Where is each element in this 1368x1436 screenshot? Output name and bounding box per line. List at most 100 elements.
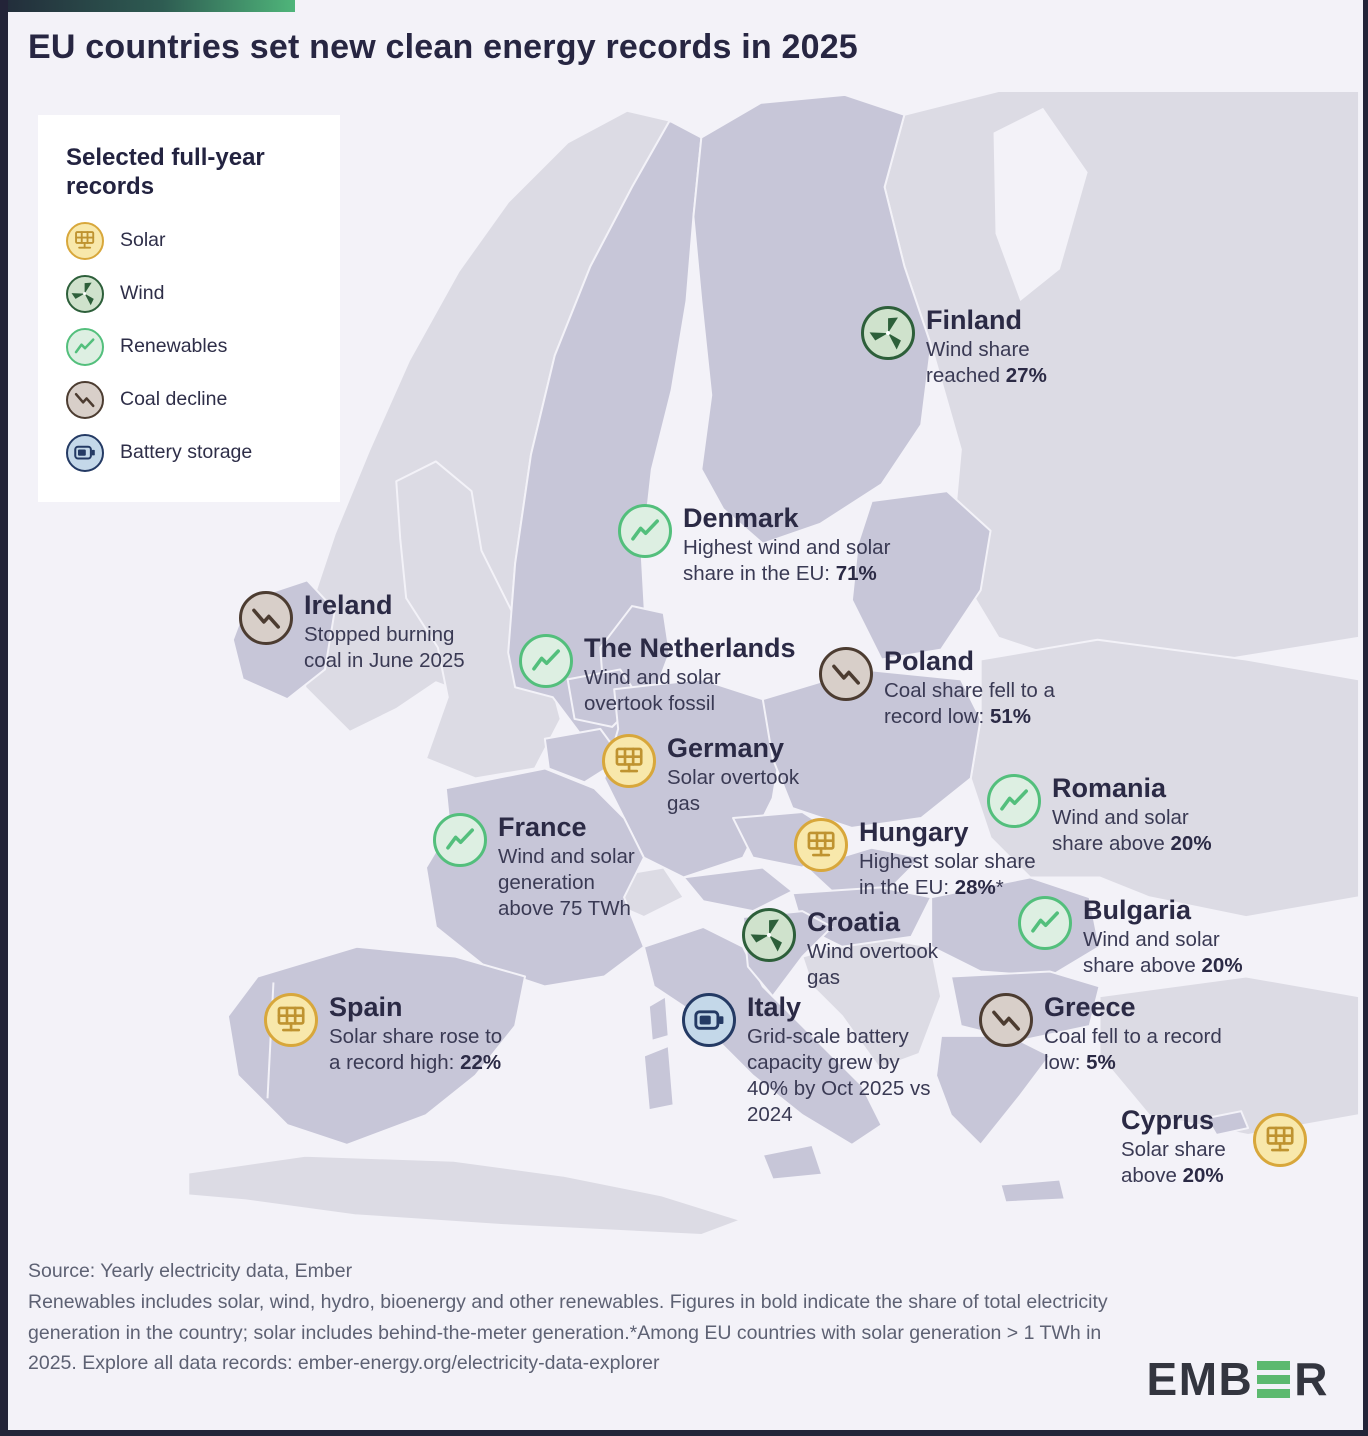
solar-icon bbox=[794, 818, 848, 872]
country-name: Denmark bbox=[683, 503, 799, 533]
solar-icon bbox=[1253, 1113, 1307, 1167]
country-annotation-netherlands: The Netherlands Wind and solar overtook … bbox=[519, 633, 796, 717]
europe-map bbox=[187, 89, 1361, 1237]
country-record-text: Grid-scale battery capacity grew by 40% … bbox=[747, 1025, 931, 1127]
legend-item-label: Wind bbox=[120, 282, 165, 305]
legend-items: Solar Wind Renewables Coal decline Batte… bbox=[66, 221, 318, 472]
country-annotation-croatia: Croatia Wind overtook gas bbox=[742, 907, 955, 991]
renewables-icon bbox=[519, 634, 573, 688]
map-region-corsica bbox=[647, 995, 670, 1042]
country-name: Hungary bbox=[859, 817, 969, 847]
renewables-icon bbox=[66, 327, 104, 366]
legend-title: Selected full-year records bbox=[66, 144, 265, 201]
coal-icon bbox=[819, 647, 873, 701]
map-region-turkey bbox=[1098, 975, 1361, 1136]
map-region-finland bbox=[692, 93, 933, 545]
country-record-text: Wind and solar share above 20% bbox=[1052, 806, 1212, 856]
country-annotation-bulgaria: Bulgaria Wind and solar share above 20% bbox=[1018, 895, 1245, 979]
country-record-text: Wind and solar overtook fossil bbox=[584, 666, 721, 716]
map-white-sea bbox=[993, 107, 1088, 301]
map-region-crete bbox=[999, 1178, 1066, 1204]
wind-icon bbox=[861, 306, 915, 360]
renewables-icon bbox=[618, 504, 672, 558]
map-region-slovakia bbox=[805, 846, 923, 893]
renewables-icon bbox=[433, 813, 487, 867]
legend-item: Solar bbox=[66, 221, 318, 260]
legend-item: Battery storage bbox=[66, 433, 318, 472]
legend-item: Coal decline bbox=[66, 380, 318, 419]
country-name: Romania bbox=[1052, 773, 1167, 803]
ember-logo: EMB R bbox=[1147, 1352, 1329, 1406]
coal-icon bbox=[239, 591, 293, 645]
country-name: Germany bbox=[667, 733, 785, 763]
country-name: Croatia bbox=[807, 907, 901, 937]
renewables-icon bbox=[1018, 896, 1072, 950]
map-region-austria bbox=[682, 866, 794, 913]
country-record-text: Wind overtook gas bbox=[807, 940, 939, 990]
coal-icon bbox=[979, 993, 1033, 1047]
legend-item-label: Renewables bbox=[120, 335, 228, 358]
legend-item: Wind bbox=[66, 274, 318, 313]
country-record-text: Coal share fell to a record low: 51% bbox=[884, 679, 1055, 729]
country-record-text: Highest wind and solar share in the EU: … bbox=[683, 536, 891, 586]
legend-item-label: Solar bbox=[120, 229, 166, 252]
battery-icon bbox=[682, 993, 736, 1047]
country-annotation-italy: Italy Grid-scale battery capacity grew b… bbox=[682, 992, 935, 1128]
country-annotation-germany: Germany Solar overtook gas bbox=[602, 733, 815, 817]
country-annotation-france: France Wind and solar generation above 7… bbox=[433, 812, 643, 922]
country-name: Italy bbox=[747, 992, 802, 1022]
country-record-text: Solar share rose to a record high: 22% bbox=[329, 1025, 503, 1075]
logo-text-suffix: R bbox=[1294, 1353, 1329, 1405]
country-name: The Netherlands bbox=[584, 633, 796, 663]
solar-icon bbox=[66, 221, 104, 260]
page-title: EU countries set new clean energy record… bbox=[28, 28, 858, 66]
solar-icon bbox=[602, 734, 656, 788]
country-annotation-spain: Spain Solar share rose to a record high:… bbox=[264, 992, 511, 1076]
country-record-text: Solar overtook gas bbox=[667, 766, 800, 816]
country-name: Ireland bbox=[304, 590, 393, 620]
country-record-text: Coal fell to a record low: 5% bbox=[1044, 1025, 1222, 1075]
country-annotation-greece: Greece Coal fell to a record low: 5% bbox=[979, 992, 1236, 1076]
legend-item-label: Battery storage bbox=[120, 441, 253, 464]
country-name: Greece bbox=[1044, 992, 1136, 1022]
legend-panel: Selected full-year records Solar Wind Re… bbox=[38, 115, 340, 502]
logo-e-bars-icon bbox=[1257, 1360, 1291, 1398]
country-name: Spain bbox=[329, 992, 403, 1022]
battery-icon bbox=[66, 433, 104, 472]
map-region-baltics bbox=[850, 490, 992, 661]
country-annotation-finland: Finland Wind share reached 27% bbox=[861, 305, 1066, 389]
country-record-text: Wind and solar generation above 75 TWh bbox=[498, 845, 635, 921]
map-region-uk bbox=[395, 460, 562, 780]
legend-item: Renewables bbox=[66, 327, 318, 366]
country-annotation-hungary: Hungary Highest solar share in the EU: 2… bbox=[794, 817, 1044, 901]
country-annotation-denmark: Denmark Highest wind and solar share in … bbox=[618, 503, 915, 587]
country-name: Poland bbox=[884, 646, 975, 676]
country-record-text: Highest solar share in the EU: 28%* bbox=[859, 850, 1036, 900]
country-name: France bbox=[498, 812, 587, 842]
country-record-text: Solar share above 20% bbox=[1121, 1138, 1226, 1188]
footer: Source: Yearly electricity data, Ember R… bbox=[28, 1256, 1116, 1379]
map-region-poland bbox=[761, 668, 982, 829]
renewables-icon bbox=[987, 774, 1041, 828]
legend-item-label: Coal decline bbox=[120, 388, 228, 411]
country-record-text: Stopped burning coal in June 2025 bbox=[304, 623, 465, 673]
country-annotation-poland: Poland Coal share fell to a record low: … bbox=[819, 646, 1074, 730]
country-name: Finland bbox=[926, 305, 1022, 335]
country-name: Bulgaria bbox=[1083, 895, 1192, 925]
map-region-sicily bbox=[761, 1143, 824, 1181]
source-line: Source: Yearly electricity data, Ember bbox=[28, 1260, 353, 1282]
solar-icon bbox=[264, 993, 318, 1047]
country-annotation-ireland: Ireland Stopped burning coal in June 202… bbox=[239, 590, 472, 674]
country-name: Cyprus bbox=[1121, 1105, 1215, 1135]
country-annotation-romania: Romania Wind and solar share above 20% bbox=[987, 773, 1214, 857]
coal-icon bbox=[66, 380, 104, 419]
map-region-sardinia bbox=[642, 1044, 675, 1112]
country-record-text: Wind and solar share above 20% bbox=[1083, 928, 1243, 978]
map-region-cyprus bbox=[1205, 1110, 1250, 1136]
wind-icon bbox=[66, 274, 104, 313]
country-record-text: Wind share reached 27% bbox=[926, 338, 1047, 388]
map-region-north-africa bbox=[187, 1154, 742, 1237]
wind-icon bbox=[742, 908, 796, 962]
footnote: Renewables includes solar, wind, hydro, … bbox=[28, 1290, 1108, 1375]
